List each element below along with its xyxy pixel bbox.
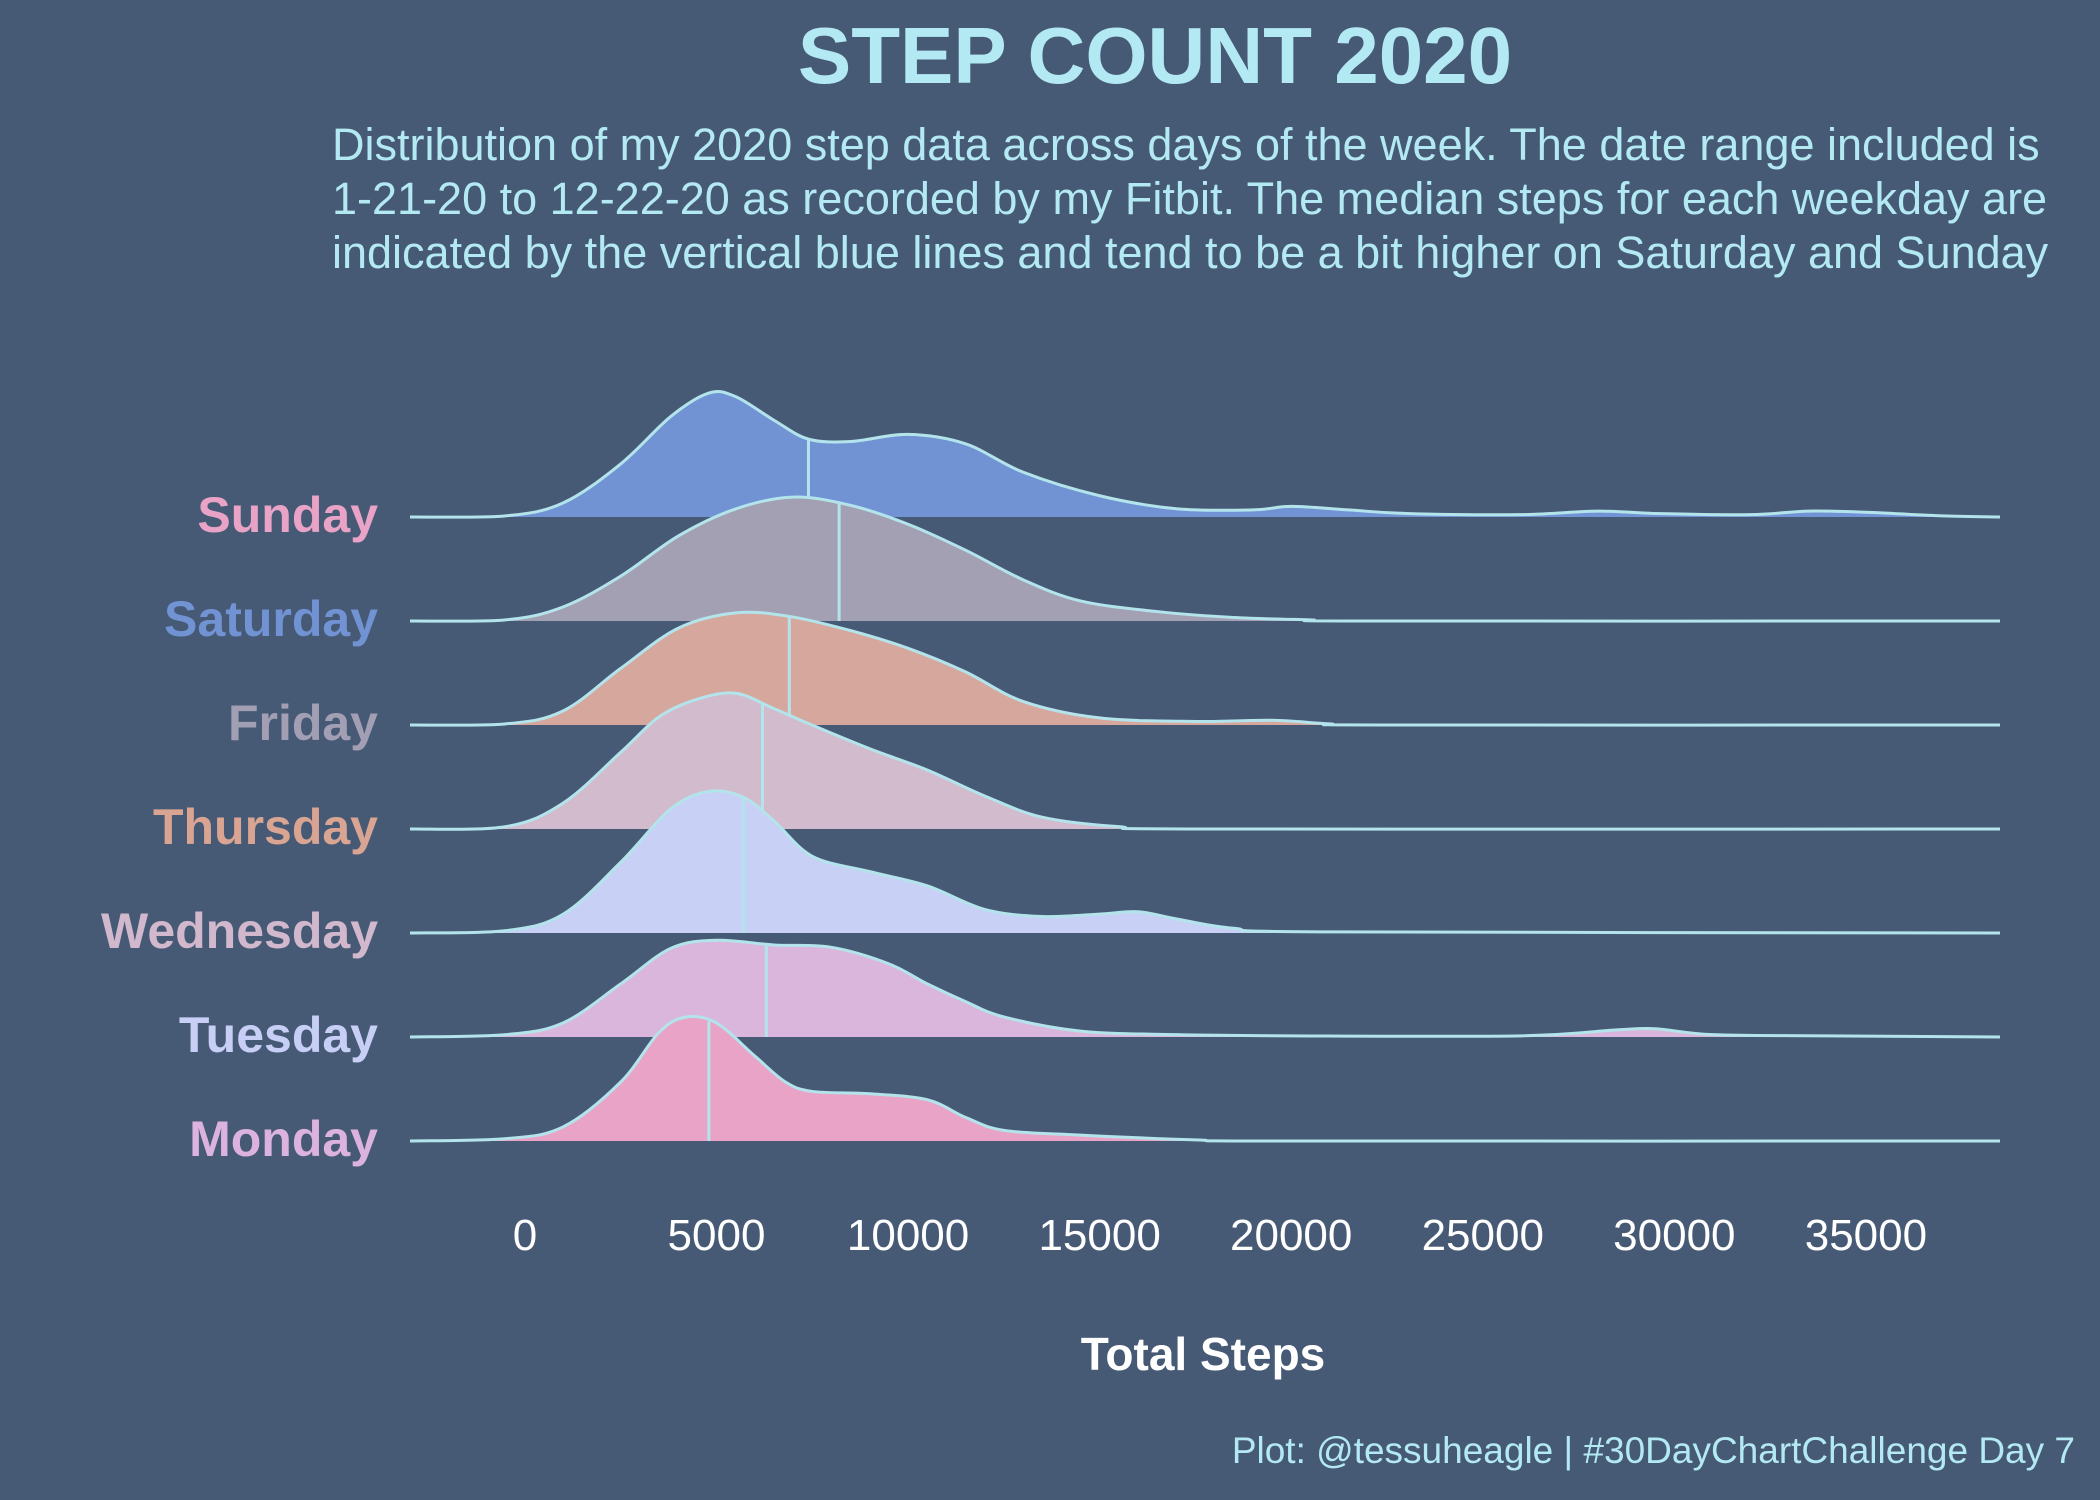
day-label-saturday: Saturday	[164, 591, 378, 647]
ridge-fill-monday	[410, 1016, 2000, 1142]
day-labels-group: Sunday Saturday Friday Thursday Wednesday Tue…	[101, 487, 378, 1167]
x-tick-label: 35000	[1805, 1211, 1927, 1260]
day-label-monday: Monday	[189, 1111, 378, 1167]
ridge-outline-wednesday	[409, 789, 2001, 935]
x-tick-label: 0	[513, 1211, 537, 1260]
day-label-thursday: Thursday	[153, 799, 378, 855]
ridge-fill-tuesday	[410, 940, 2000, 1037]
ridge-outline-friday	[409, 610, 2001, 727]
x-axis-label: Total Steps	[1081, 1328, 1326, 1380]
ridge-fill-sunday	[410, 391, 2000, 518]
x-tick-label: 15000	[1038, 1211, 1160, 1260]
x-tick-label: 30000	[1613, 1211, 1735, 1260]
day-label-friday: Friday	[228, 695, 378, 751]
day-label-tuesday: Tuesday	[179, 1007, 378, 1063]
ridge-fill-friday	[410, 612, 2000, 726]
ridge-outline-sunday	[409, 390, 2001, 519]
ridge-fill-thursday	[410, 692, 2000, 830]
chart-title: STEP COUNT 2020	[797, 11, 1513, 100]
chart-subtitle: Distribution of my 2020 step data across…	[332, 119, 2049, 278]
ridge-outline-monday	[409, 1014, 2001, 1143]
x-tick-label: 5000	[668, 1211, 766, 1260]
ridge-fill-saturday	[410, 497, 2000, 622]
ridge-outline-tuesday	[409, 938, 2001, 1039]
day-label-sunday: Sunday	[197, 487, 378, 543]
x-tick-label: 10000	[847, 1211, 969, 1260]
plot-caption: Plot: @tessuheagle | #30DayChartChalleng…	[1231, 1430, 2075, 1471]
x-tick-labels-group: 0 5000 10000 15000 20000 25000 30000 35000	[513, 1211, 1927, 1260]
ridge-fill-wednesday	[410, 790, 2000, 933]
x-tick-label: 20000	[1230, 1211, 1352, 1260]
day-label-wednesday: Wednesday	[101, 903, 378, 959]
ridge-outline-saturday	[409, 495, 2001, 623]
x-tick-label: 25000	[1422, 1211, 1544, 1260]
ridges-group	[409, 390, 2001, 1143]
ridge-outline-thursday	[409, 691, 2001, 831]
